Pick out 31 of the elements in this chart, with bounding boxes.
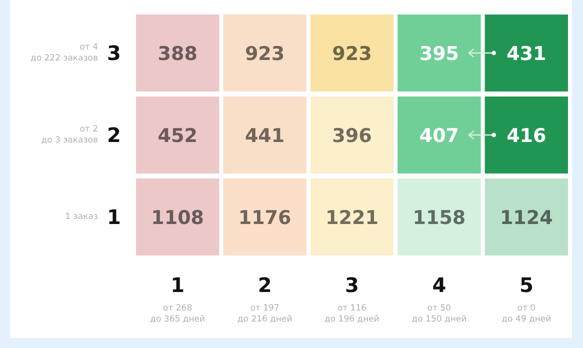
data-label: 1124 — [500, 207, 553, 229]
x-tick-label: 3 — [345, 273, 359, 297]
annotation: от 197 до 216 дней — [237, 304, 292, 325]
data-label: 395 — [419, 43, 460, 65]
y-tick-label: 2 — [107, 123, 121, 147]
y-tick-label: 1 — [107, 205, 121, 229]
x-tick-label: 4 — [432, 273, 446, 297]
x-tick-label: 5 — [519, 273, 534, 297]
annotation: от 268 до 365 дней — [150, 304, 206, 325]
data-label: 1108 — [151, 207, 204, 229]
x-tick-label: 2 — [258, 273, 272, 297]
text: 1 заказ — [65, 212, 98, 222]
y-tick-label: 3 — [107, 41, 121, 65]
data-label: 431 — [506, 43, 546, 65]
text: от 4 до 222 заказов — [30, 42, 98, 64]
text: от 2 до 3 заказов — [41, 124, 98, 146]
annotation: от 50 до 150 дней — [412, 304, 467, 325]
data-label: 1158 — [412, 207, 466, 229]
x-tick-label: 1 — [170, 273, 185, 297]
data-label: 441 — [244, 125, 285, 147]
data-label: 923 — [332, 43, 372, 65]
data-label: 407 — [419, 125, 460, 147]
data-label: 452 — [158, 125, 198, 147]
annotation: от 116 до 196 дней — [324, 304, 380, 325]
annotation: от 0 до 49 дней — [502, 304, 552, 325]
data-label: 416 — [506, 125, 546, 147]
data-label: 1176 — [238, 207, 292, 229]
data-label: 396 — [332, 125, 372, 147]
data-label: 388 — [158, 43, 198, 65]
data-label: 1221 — [326, 207, 378, 229]
data-label: 923 — [244, 43, 285, 65]
